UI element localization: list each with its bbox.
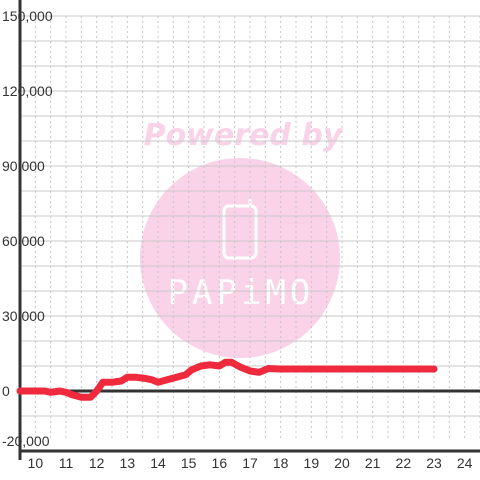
x-tick-label: 17 xyxy=(242,455,258,471)
y-tick-label: 60,000 xyxy=(2,233,45,249)
x-tick-label: 22 xyxy=(396,455,412,471)
watermark: Powered by PAPiMO xyxy=(140,118,344,358)
y-tick-label: 150,000 xyxy=(2,8,53,24)
y-tick-label: 30,000 xyxy=(2,308,45,324)
x-tick-label: 23 xyxy=(426,455,442,471)
x-tick-label: 10 xyxy=(28,455,44,471)
x-tick-label: 24 xyxy=(457,455,473,471)
x-tick-label: 21 xyxy=(365,455,381,471)
x-tick-label: 19 xyxy=(304,455,320,471)
series-line xyxy=(16,358,438,401)
y-tick-label: 0 xyxy=(2,383,10,399)
x-tick-label: 15 xyxy=(181,455,197,471)
x-tick-label: 16 xyxy=(212,455,228,471)
y-tick-label: -20,000 xyxy=(2,433,50,449)
x-tick-label: 13 xyxy=(120,455,136,471)
watermark-text: Powered by xyxy=(144,118,344,153)
x-tick-label: 20 xyxy=(334,455,350,471)
grid xyxy=(20,15,480,441)
y-tick-label: 90,000 xyxy=(2,158,45,174)
x-tick-label: 14 xyxy=(150,455,166,471)
x-tick-label: 12 xyxy=(89,455,105,471)
x-tick-label: 18 xyxy=(273,455,289,471)
series-layer xyxy=(16,358,438,401)
tick-labels: -20,000 0 30,000 60,000 90,000 120,000 150,000… xyxy=(2,8,473,471)
y-tick-label: 120,000 xyxy=(2,83,53,99)
x-tick-label: 11 xyxy=(59,455,74,471)
watermark-brand: PAPiMO xyxy=(168,273,315,313)
